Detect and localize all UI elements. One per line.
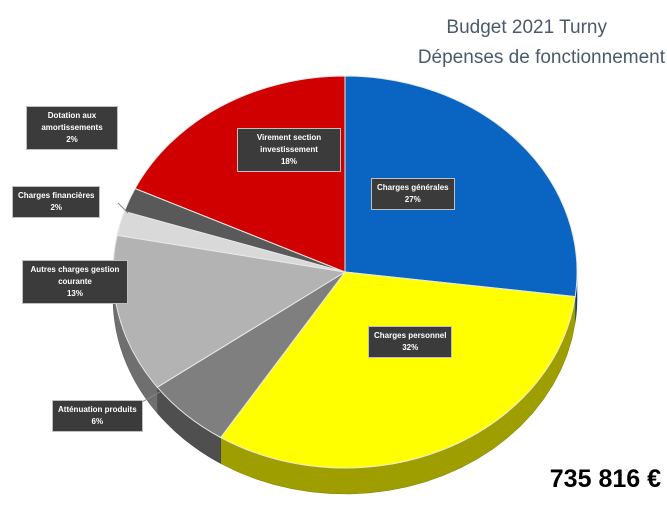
slice-label-pct: 2% <box>66 135 78 144</box>
slice-label-name: Dotation aux amortissements <box>41 111 103 132</box>
slice-label-autres-charges: Autres charges gestion courante 13% <box>22 260 128 304</box>
slice-label-name: Charges générales <box>377 183 449 192</box>
slice-label-pct: 27% <box>404 195 421 204</box>
slice-label-attenuation-produits: Atténuation produits 6% <box>52 400 143 432</box>
pie-slice <box>219 271 576 469</box>
slice-label-pct: 2% <box>50 203 63 212</box>
slice-label-name: Virement section investissement <box>256 133 322 154</box>
slice-label-charges-generales: Charges générales 27% <box>371 178 455 210</box>
pie-slice <box>134 75 346 273</box>
slice-label-pct: 6% <box>91 417 104 426</box>
pie-slice <box>112 234 347 388</box>
total-amount: 735 816 € <box>549 465 661 493</box>
slice-label-charges-personnel: Charges personnel 32% <box>368 326 453 358</box>
pie-top <box>112 75 578 469</box>
slice-label-pct: 32% <box>402 343 419 352</box>
slice-label-name: Atténuation produits <box>58 405 137 414</box>
slice-label-dotation-amortissements: Dotation aux amortissements 2% <box>26 106 118 150</box>
slice-label-pct: 18% <box>280 157 297 166</box>
leader-line <box>117 202 129 214</box>
slice-label-virement-section: Virement section investissement 18% <box>237 128 341 172</box>
slice-label-charges-financieres: Charges financières 2% <box>12 186 101 218</box>
pie-slice <box>344 75 578 298</box>
slice-label-name: Charges financières <box>18 191 95 200</box>
slice-label-name: Charges personnel <box>374 331 447 340</box>
chart-title-line2: Dépenses de fonctionnement <box>417 47 665 68</box>
slice-label-name: Autres charges gestion courante <box>30 265 120 286</box>
slice-label-pct: 13% <box>66 289 83 298</box>
chart-title-line1: Budget 2021 Turny <box>446 17 607 38</box>
